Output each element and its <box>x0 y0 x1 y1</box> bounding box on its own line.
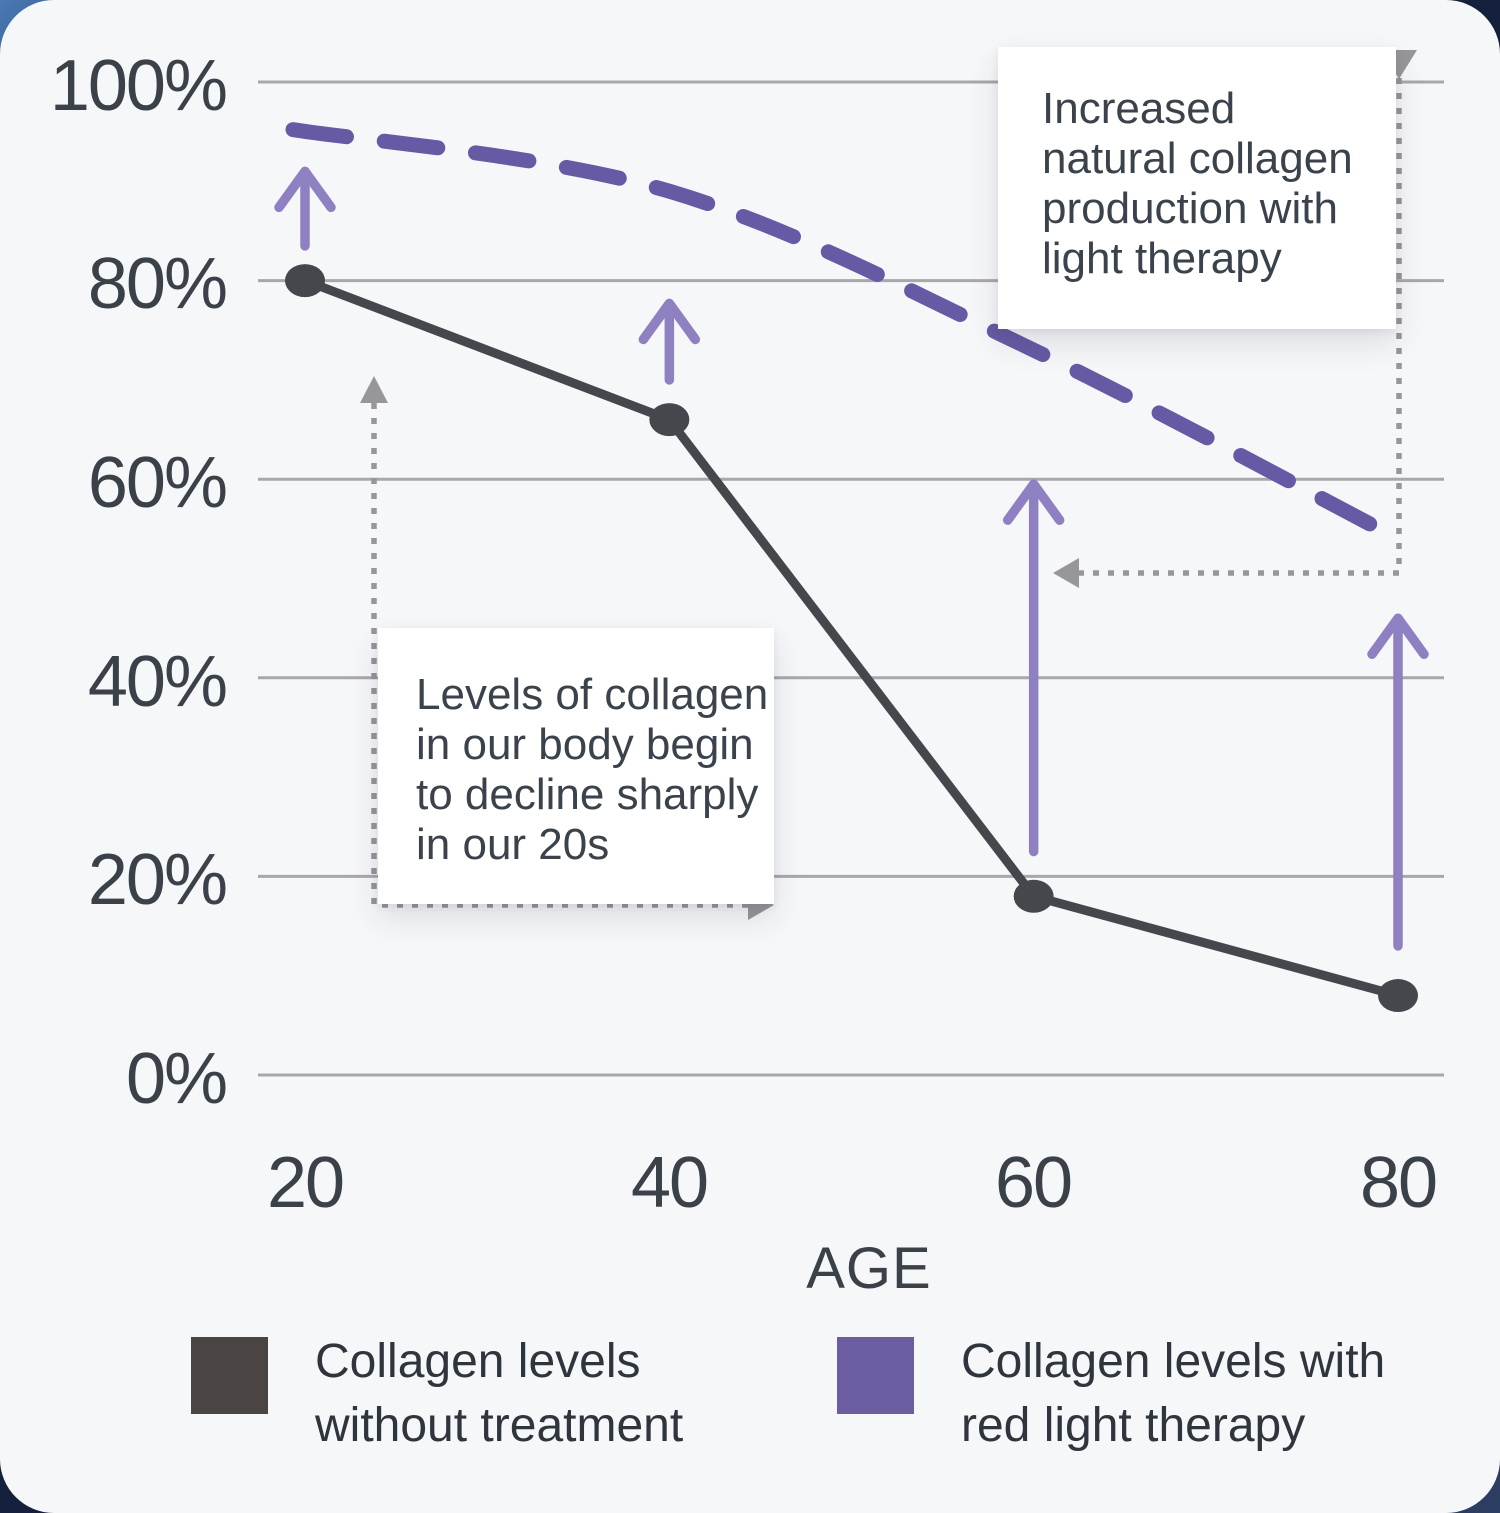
annotation-decline-20s-text: Levels of collagen in our body begin to … <box>416 670 769 869</box>
no-treatment-polyline <box>303 276 1400 1000</box>
legend-label-no-treatment: Collagen levels without treatment <box>315 1335 684 1452</box>
therapy-curve <box>285 122 1406 547</box>
therapy-line <box>285 122 1406 547</box>
triangle-left-icon <box>1053 558 1079 588</box>
no-treatment-line <box>285 264 1419 1013</box>
x-tick-40: 40 <box>630 1143 709 1223</box>
x-tick-80: 80 <box>1359 1143 1438 1223</box>
y-tick-40: 40% <box>87 642 228 722</box>
legend-swatch-no-treatment <box>191 1337 268 1414</box>
x-tick-20: 20 <box>266 1143 345 1223</box>
y-tick-60: 60% <box>87 443 228 523</box>
x-axis-title: AGE <box>806 1236 932 1301</box>
data-point <box>1378 979 1419 1013</box>
connector-top-right <box>1078 78 1402 576</box>
annotation-decline-20s: Levels of collagen in our body begin to … <box>378 628 774 904</box>
boost-arrow-head <box>274 166 336 213</box>
data-point <box>285 264 325 298</box>
x-tick-60: 60 <box>994 1143 1073 1223</box>
legend-swatch-red-light-therapy <box>837 1337 914 1414</box>
annotation-increased-production: Increased natural collagen production wi… <box>998 47 1396 329</box>
annotation-increased-production-text: Increased natural collagen production wi… <box>1042 84 1353 283</box>
boost-arrow-head <box>1367 613 1429 659</box>
triangle-up-icon <box>360 376 388 403</box>
y-tick-100: 100% <box>49 46 228 126</box>
connector-left <box>371 403 748 908</box>
legend-label-red-light-therapy: Collagen levels with red light therapy <box>961 1335 1386 1452</box>
legend-item-red-light-therapy: Collagen levels with red light therapy <box>837 1335 1385 1458</box>
y-tick-0: 0% <box>125 1039 228 1119</box>
boost-arrows <box>274 166 1429 951</box>
boost-arrow-head <box>1002 479 1065 525</box>
data-point <box>1013 879 1054 913</box>
boost-arrow-head <box>638 298 701 345</box>
y-tick-20: 20% <box>87 840 228 920</box>
legend: Collagen levels without treatment Collag… <box>0 1335 1500 1467</box>
data-point <box>649 403 690 437</box>
y-tick-80: 80% <box>87 244 228 324</box>
legend-item-no-treatment: Collagen levels without treatment <box>191 1335 683 1458</box>
